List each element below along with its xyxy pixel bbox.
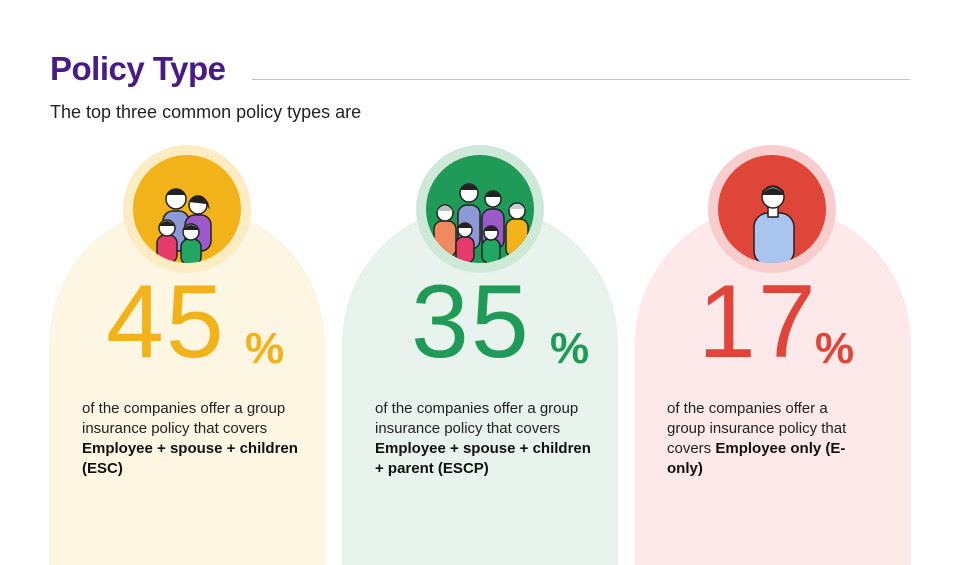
description-text: of the companies offer a group insurance…: [82, 400, 286, 437]
title-divider: [252, 79, 910, 80]
icon-halo: [123, 145, 251, 273]
percentage-value: 45: [106, 264, 226, 380]
family-escp-icon: [426, 155, 534, 263]
policy-name: Employee + spouse + children + parent (E…: [375, 440, 591, 477]
icon-halo: [416, 145, 544, 273]
percentage-value: 17: [698, 264, 818, 380]
family-esc-icon: [133, 155, 241, 263]
percent-sign: %: [245, 324, 285, 373]
policy-description: of the companies offer a group insurance…: [667, 399, 867, 479]
description-text: of the companies offer a group insurance…: [375, 400, 579, 437]
page-title: Policy Type: [50, 50, 226, 87]
policy-description: of the companies offer a group insurance…: [375, 399, 595, 479]
policy-name: Employee + spouse + children (ESC): [82, 440, 298, 477]
employee-only-icon: [718, 155, 826, 263]
percent-sign: %: [550, 324, 590, 373]
description-text: of the companies offer a group insurance…: [667, 400, 847, 457]
percentage-value: 35: [411, 264, 531, 380]
icon-halo: [708, 145, 836, 273]
percent-sign: %: [815, 324, 855, 373]
policy-description: of the companies offer a group insurance…: [82, 399, 302, 479]
policy-name: Employee only (E-only): [667, 440, 846, 477]
page-subtitle: The top three common policy types are: [50, 102, 362, 122]
